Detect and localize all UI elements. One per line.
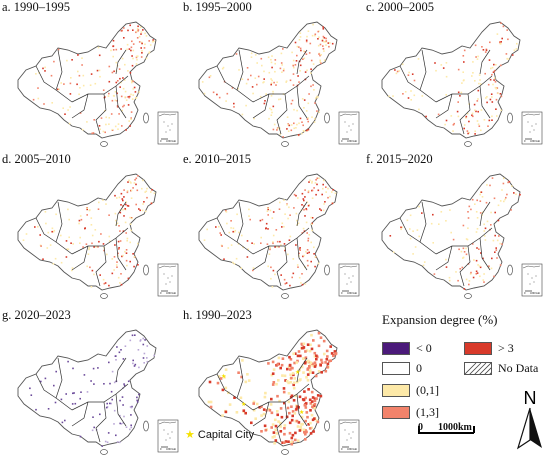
- scale-distance-label: 1000km: [438, 422, 472, 433]
- scale-bar: [418, 418, 475, 438]
- svg-text:★: ★: [241, 401, 246, 408]
- svg-text:★: ★: [221, 373, 226, 380]
- svg-text:★: ★: [299, 409, 304, 416]
- panel-title: c. 2000–2005: [366, 0, 435, 14]
- capital-label: Capital City: [197, 429, 255, 441]
- legend-swatch: [382, 362, 410, 375]
- panel-title: g. 2020–2023: [2, 308, 71, 322]
- legend-swatch: [382, 384, 410, 397]
- star-icon: ★: [185, 429, 195, 441]
- legend-swatch: [382, 342, 410, 355]
- inset-scale-zero: 0: [524, 292, 526, 295]
- panel-title: e. 2010–2015: [183, 152, 252, 166]
- legend-label: < 0: [416, 341, 432, 355]
- panel-title: b. 1995–2000: [183, 0, 252, 14]
- inset-scale-label: 1000 km: [166, 292, 177, 295]
- north-label: N: [524, 388, 537, 408]
- legend-swatch: [382, 406, 410, 419]
- china-map: 0 1000 km: [381, 21, 543, 147]
- inset-scale-zero: 0: [160, 448, 162, 451]
- hatch-swatch: [464, 362, 492, 375]
- legend: Expansion degree (%) < 0 > 3 0 No Data (…: [380, 312, 548, 457]
- inset-scale-label: 1000 km: [347, 448, 358, 451]
- legend-label: > 3: [498, 341, 514, 355]
- legend-label: 0: [416, 361, 422, 375]
- map-panel-e: e. 2010–2015 0 1000 km: [181, 152, 361, 300]
- north-arrow-icon: N: [516, 388, 542, 450]
- china-map: 0 1000 km: [198, 21, 360, 147]
- inset-scale-label: 1000 km: [166, 140, 177, 143]
- legend-label: (0,1]: [416, 383, 439, 397]
- map-panel-c: c. 2000–2005 0 1000 km: [364, 0, 544, 148]
- china-map: 0 1000 km: [381, 173, 543, 299]
- inset-scale-zero: 0: [524, 140, 526, 143]
- legend-label: (1,3]: [416, 405, 439, 419]
- inset-scale-zero: 0: [341, 292, 343, 295]
- inset-scale-label: 1000 km: [166, 448, 177, 451]
- map-panel-a: a. 1990–1995 0 1000 km: [0, 0, 180, 148]
- inset-scale-zero: 0: [160, 292, 162, 295]
- inset-scale-zero: 0: [160, 140, 162, 143]
- capital-city-legend: ★ Capital City: [185, 428, 254, 441]
- inset-scale-label: 1000 km: [530, 140, 541, 143]
- inset-scale-zero: 0: [341, 140, 343, 143]
- map-panel-g: g. 2020–2023 0 1000 km: [0, 308, 180, 456]
- legend-label: No Data: [498, 361, 539, 375]
- china-map: 0 1000 km: [17, 329, 179, 455]
- panel-title: d. 2005–2010: [2, 152, 71, 166]
- china-map: 0 1000 km: [17, 173, 179, 299]
- map-panel-d: d. 2005–2010 0 1000 km: [0, 152, 180, 300]
- legend-title: Expansion degree (%): [382, 312, 498, 327]
- map-panel-f: f. 2015–2020 0 1000 km: [364, 152, 544, 300]
- scale-tick: [418, 426, 420, 433]
- panel-title: h. 1990–2023: [183, 308, 252, 322]
- inset-scale-zero: 0: [341, 448, 343, 451]
- china-map: 0 1000 km: [198, 173, 360, 299]
- panel-title: f. 2015–2020: [366, 152, 433, 166]
- inset-scale-label: 1000 km: [347, 292, 358, 295]
- inset-scale-label: 1000 km: [530, 292, 541, 295]
- inset-scale-label: 1000 km: [347, 140, 358, 143]
- scale-tick: [473, 426, 475, 433]
- panel-title: a. 1990–1995: [2, 0, 71, 14]
- map-panel-b: b. 1995–2000 0 1000 km: [181, 0, 361, 148]
- china-map: 0 1000 km: [17, 21, 179, 147]
- scale-line: [418, 432, 474, 434]
- map-panel-h: h. 1990–2023 ★ ★ ★ ★ 0 1000 km: [181, 308, 361, 456]
- svg-text:★: ★: [295, 369, 300, 376]
- china-map: ★ ★ ★ ★ 0 1000 km: [198, 329, 360, 455]
- legend-swatch: [464, 342, 492, 355]
- scale-zero-label: 0: [418, 422, 423, 433]
